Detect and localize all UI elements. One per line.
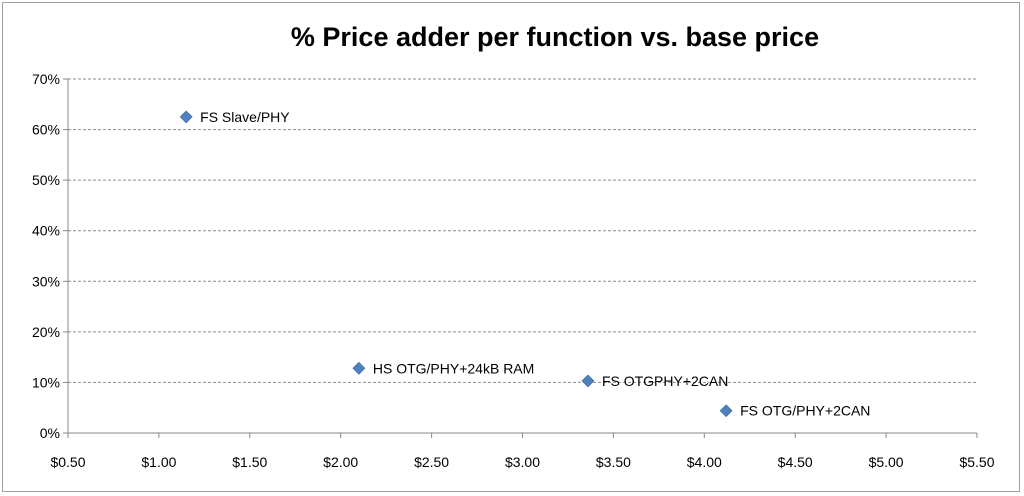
y-tick-label: 0% xyxy=(40,425,60,441)
x-tick-label: $2.00 xyxy=(323,454,358,470)
x-tick-label: $0.50 xyxy=(50,454,85,470)
y-tick-label: 70% xyxy=(32,71,60,87)
x-tick-label: $5.00 xyxy=(869,454,904,470)
x-tick-label: $4.00 xyxy=(687,454,722,470)
x-tick-label: $2.50 xyxy=(414,454,449,470)
data-point xyxy=(719,404,733,418)
data-point xyxy=(581,374,595,388)
x-tick-label: $1.50 xyxy=(232,454,267,470)
data-label: FS OTGPHY+2CAN xyxy=(602,373,728,389)
data-point xyxy=(352,361,366,375)
chart-title: % Price adder per function vs. base pric… xyxy=(290,22,820,52)
x-tick-label: $3.50 xyxy=(596,454,631,470)
y-tick-label: 50% xyxy=(32,172,60,188)
y-tick-label: 20% xyxy=(32,324,60,340)
data-label: FS Slave/PHY xyxy=(200,109,290,125)
data-label: HS OTG/PHY+24kB RAM xyxy=(373,360,534,376)
y-tick-label: 40% xyxy=(32,223,60,239)
y-tick-label: 30% xyxy=(32,273,60,289)
x-tick-label: $3.00 xyxy=(505,454,540,470)
data-label: FS OTG/PHY+2CAN xyxy=(740,403,870,419)
y-tick-label: 10% xyxy=(32,374,60,390)
x-tick-label: $4.50 xyxy=(778,454,813,470)
y-tick-label: 60% xyxy=(32,122,60,138)
x-tick-label: $5.50 xyxy=(959,454,994,470)
x-tick-label: $1.00 xyxy=(141,454,176,470)
data-point xyxy=(179,110,193,124)
